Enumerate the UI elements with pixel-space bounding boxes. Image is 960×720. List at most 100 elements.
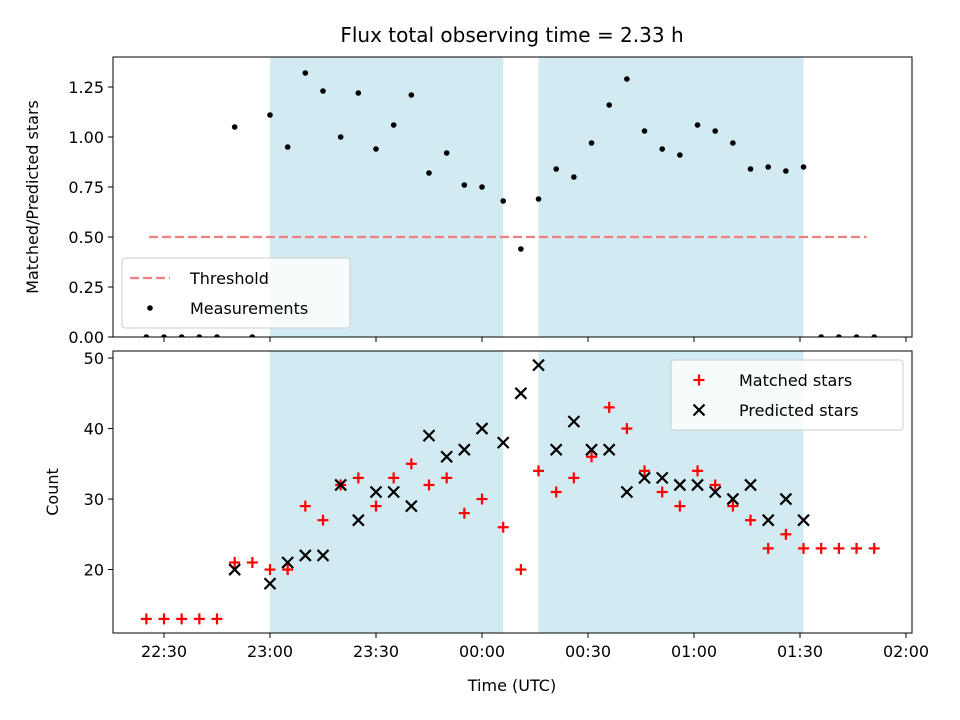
y-tick-label: 1.25 bbox=[68, 78, 104, 97]
y-tick-label: 50 bbox=[84, 349, 104, 368]
plot-area bbox=[140, 358, 880, 625]
x-tick-label: 22:30 bbox=[141, 642, 187, 661]
y-tick-label: 20 bbox=[84, 561, 104, 580]
data-point bbox=[762, 542, 774, 554]
data-point bbox=[228, 563, 241, 576]
x-tick-label: 00:00 bbox=[459, 642, 505, 661]
data-point bbox=[176, 613, 188, 625]
data-point bbox=[263, 577, 277, 590]
data-point bbox=[143, 334, 150, 337]
legend: Matched stars Predicted stars bbox=[670, 359, 904, 431]
x-mark-b bbox=[334, 478, 347, 492]
x-mark-b bbox=[352, 513, 365, 527]
data-point bbox=[214, 334, 220, 337]
x-mark-b bbox=[532, 358, 545, 372]
x-mark-b bbox=[281, 556, 294, 569]
data-point bbox=[535, 196, 542, 202]
observing-window bbox=[538, 57, 804, 337]
data-point bbox=[659, 146, 665, 152]
data-point bbox=[441, 472, 453, 484]
data-point bbox=[798, 542, 810, 554]
data-point bbox=[299, 549, 312, 562]
data-point bbox=[779, 492, 793, 506]
data-point bbox=[588, 140, 595, 146]
data-point bbox=[677, 152, 683, 158]
x-tick-label: 23:30 bbox=[353, 642, 399, 661]
data-point bbox=[851, 542, 863, 554]
data-point bbox=[178, 334, 185, 337]
data-point bbox=[868, 542, 880, 554]
y-tick-label: 0.25 bbox=[68, 278, 104, 297]
data-point bbox=[267, 112, 273, 118]
x-mark-b bbox=[405, 499, 418, 513]
data-point bbox=[479, 184, 485, 190]
data-point bbox=[355, 90, 362, 96]
data-point bbox=[639, 465, 651, 477]
x-mark-b bbox=[387, 485, 400, 499]
series-plus bbox=[140, 401, 880, 625]
data-point bbox=[302, 70, 309, 76]
x-mark-b bbox=[549, 443, 563, 456]
x-mark-b bbox=[797, 513, 810, 527]
x-mark-b bbox=[761, 513, 775, 527]
data-point bbox=[320, 88, 326, 94]
data-point bbox=[352, 472, 364, 484]
data-point bbox=[726, 492, 740, 506]
x-mark-b bbox=[691, 478, 704, 492]
y-axis-label: Matched/Predicted stars bbox=[23, 100, 42, 294]
count-panel: 22:30 23:00 23:30 00:00 00:30 01:00 01:30 02:00… bbox=[43, 349, 929, 661]
data-point bbox=[853, 334, 860, 337]
data-point bbox=[440, 450, 453, 464]
x-mark-b bbox=[585, 443, 598, 456]
series-dot bbox=[143, 70, 877, 337]
data-point bbox=[443, 150, 450, 156]
data-point bbox=[585, 443, 598, 456]
data-point bbox=[780, 528, 792, 540]
legend-box bbox=[121, 257, 351, 329]
data-point bbox=[765, 164, 771, 170]
data-point bbox=[408, 92, 415, 98]
x-tick-label: 00:30 bbox=[565, 642, 611, 661]
data-point bbox=[586, 451, 598, 463]
x-tick-label: 02:00 bbox=[883, 642, 929, 661]
data-point bbox=[692, 465, 704, 477]
x-mark-b bbox=[655, 471, 669, 485]
data-point bbox=[606, 102, 612, 108]
data-point bbox=[140, 613, 152, 625]
x-mark-b bbox=[726, 492, 740, 506]
data-point bbox=[370, 500, 382, 512]
x-mark-b bbox=[475, 422, 489, 435]
ratio-panel: 0.00 0.25 0.50 0.75 1.00 1.25 Matched/Predicte… bbox=[23, 56, 913, 347]
legend-label: Threshold bbox=[189, 269, 269, 288]
x-mark-b bbox=[458, 443, 471, 456]
data-point bbox=[656, 486, 668, 498]
data-point bbox=[550, 486, 562, 498]
data-point bbox=[571, 174, 577, 180]
data-point bbox=[638, 471, 651, 485]
y-tick-label: 0.00 bbox=[68, 328, 104, 347]
data-point bbox=[249, 334, 256, 337]
axes-frame bbox=[112, 350, 913, 634]
data-point bbox=[693, 374, 705, 386]
data-point bbox=[533, 465, 545, 477]
x-tick-label: 23:00 bbox=[247, 642, 293, 661]
data-point bbox=[373, 146, 379, 152]
data-point bbox=[229, 557, 241, 568]
legend-label: Matched stars bbox=[739, 371, 852, 390]
data-point bbox=[730, 140, 736, 146]
data-point bbox=[691, 478, 704, 492]
data-point bbox=[568, 472, 580, 484]
data-point bbox=[405, 458, 417, 470]
data-point bbox=[532, 358, 545, 372]
legend: Threshold Measurements bbox=[121, 257, 351, 329]
data-point bbox=[603, 401, 615, 413]
data-point bbox=[692, 403, 706, 417]
x-mark-b bbox=[602, 443, 616, 456]
data-point bbox=[264, 564, 276, 576]
series-x bbox=[228, 358, 810, 590]
data-point bbox=[549, 443, 563, 456]
data-point bbox=[514, 387, 528, 400]
data-point bbox=[497, 521, 509, 533]
data-point bbox=[334, 478, 347, 492]
data-point bbox=[518, 246, 524, 252]
